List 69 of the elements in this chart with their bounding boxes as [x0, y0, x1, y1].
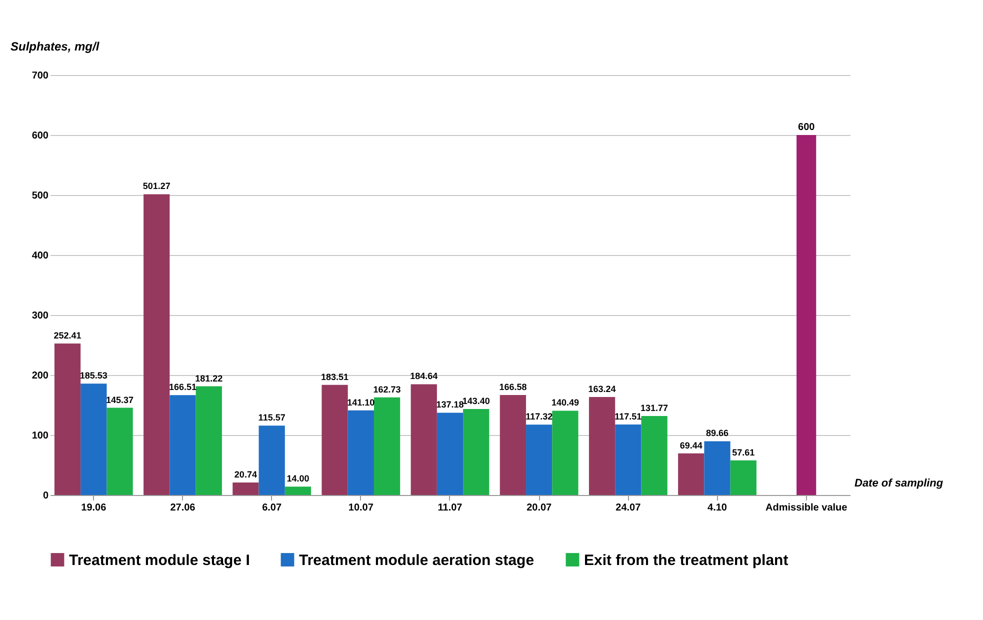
data-label: 115.57	[258, 412, 286, 423]
data-label: 600	[798, 122, 816, 133]
y-tick-label: 700	[32, 70, 49, 82]
bar	[796, 135, 816, 495]
legend-label: Exit from the treatment plant	[584, 552, 788, 569]
data-label: 20.74	[234, 470, 257, 480]
y-tick-label: 300	[32, 310, 49, 322]
x-tick-label: 19.06	[81, 502, 107, 514]
bar	[374, 397, 400, 495]
y-tick-label: 500	[32, 190, 49, 202]
bar	[678, 453, 704, 495]
x-tick-label: 20.07	[526, 502, 552, 514]
bar	[641, 416, 668, 495]
legend-label: Treatment module stage I	[69, 552, 250, 569]
bar	[258, 426, 285, 495]
x-tick-label: 27.06	[170, 502, 196, 514]
bar	[410, 384, 437, 495]
bar	[232, 482, 259, 495]
data-label: 183.51	[321, 372, 349, 382]
data-label: 57.61	[732, 447, 755, 458]
data-label: 252.41	[54, 330, 82, 341]
bar	[704, 441, 730, 495]
x-tick-label: 6.07	[262, 502, 282, 514]
bar	[106, 408, 133, 495]
bar	[170, 395, 196, 495]
bar	[80, 384, 107, 495]
data-label: 145.37	[106, 394, 134, 405]
bar	[322, 384, 348, 495]
data-label: 185.53	[80, 370, 108, 381]
data-label: 184.64	[410, 371, 438, 382]
data-label: 140.49	[551, 398, 579, 408]
data-label: 117.51	[614, 411, 642, 422]
y-tick-label: 0	[42, 490, 49, 502]
data-label: 14.00	[286, 474, 310, 484]
bar	[500, 395, 526, 495]
x-tick-label: 24.07	[616, 502, 642, 514]
y-tick-label: 200	[32, 370, 49, 382]
data-label: 131.77	[640, 402, 668, 413]
y-tick-label: 400	[32, 250, 49, 262]
data-label: 162.73	[373, 384, 401, 394]
bar	[284, 486, 312, 495]
legend-label: Treatment module aeration stage	[299, 552, 534, 569]
bar	[196, 386, 222, 495]
x-tick-label: Admissible value	[765, 502, 848, 514]
bar	[552, 410, 578, 495]
data-label: 166.51	[168, 382, 197, 392]
data-label: 69.44	[680, 440, 702, 450]
y-axis-title: Sulphates, mg/l	[10, 40, 100, 54]
y-tick-label: 600	[32, 130, 49, 142]
bar	[463, 408, 490, 495]
bar	[588, 397, 616, 495]
data-label: 501.27	[142, 181, 170, 192]
data-label: 181.22	[195, 373, 223, 384]
x-tick-label: 11.07	[438, 502, 463, 514]
bar	[144, 194, 170, 495]
bar	[54, 344, 81, 495]
bar	[526, 424, 552, 495]
x-tick-label: 10.07	[348, 502, 374, 514]
x-tick-label: 4.10	[708, 502, 728, 514]
data-label: 89.66	[706, 428, 729, 438]
bar	[730, 460, 756, 495]
y-tick-label: 100	[32, 430, 49, 442]
data-label: 166.58	[499, 382, 527, 392]
bar	[615, 424, 642, 495]
bar	[436, 412, 464, 495]
bar	[348, 410, 374, 495]
x-axis-title: Date of sampling	[854, 478, 944, 490]
data-label: 143.40	[462, 396, 490, 406]
data-label: 163.24	[588, 384, 616, 394]
